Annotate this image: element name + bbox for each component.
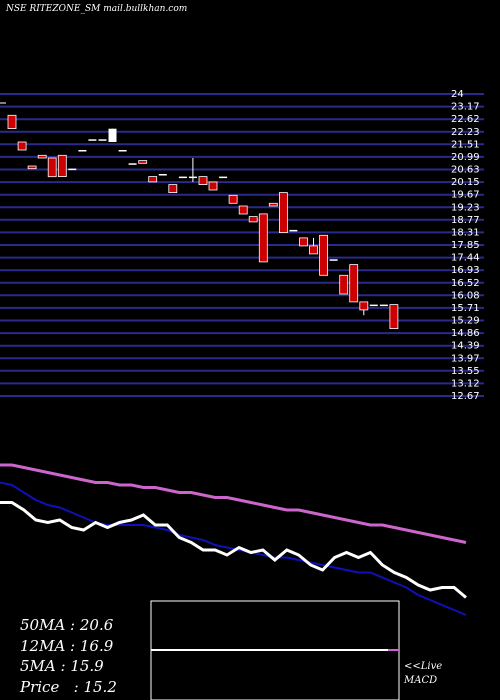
macd-live-label: <<Live [404, 661, 443, 672]
candle-body [238, 205, 248, 215]
price-tick-label: 17.85 [451, 240, 480, 251]
price-tick-label: 17.44 [451, 253, 480, 264]
candle-body [228, 194, 238, 204]
price-tick-label: 19.67 [451, 190, 480, 201]
candle-body [37, 154, 47, 159]
candle-body [68, 168, 77, 171]
candle-body [248, 216, 258, 223]
price-tick-label: 22.23 [451, 127, 480, 138]
candle-body [198, 176, 208, 186]
candle-body [47, 157, 57, 178]
candle-body [128, 163, 137, 165]
ma12-line [0, 481, 467, 616]
candle-body [299, 237, 308, 247]
ma50-value: 50MA : 20.6 [20, 616, 114, 634]
price-value: Price : 15.2 [20, 678, 117, 696]
candle-body [188, 176, 197, 179]
candle-body [27, 165, 37, 170]
price-tick-label: 15.29 [451, 316, 480, 327]
moving-averages [0, 463, 467, 616]
price-tick-label: 18.77 [451, 215, 480, 226]
price-tick-label: 23.17 [451, 102, 480, 113]
candle-body [148, 176, 158, 183]
candle-body [108, 128, 117, 142]
candle-body [208, 181, 218, 191]
candle-body [349, 264, 359, 303]
candle-body [379, 304, 388, 307]
candle-body [78, 150, 87, 152]
candle-body [278, 192, 288, 234]
macd-label: MACD [404, 675, 438, 686]
ma5-value: 5MA : 15.9 [20, 657, 104, 675]
candle-body [7, 114, 17, 130]
candle-body [178, 176, 187, 179]
candle-body [369, 304, 378, 307]
candle-body [319, 234, 329, 276]
price-tick-label: 16.08 [451, 290, 480, 301]
candle-body [118, 150, 127, 152]
price-tick-label: 13.12 [451, 378, 480, 389]
candle-body [57, 154, 67, 178]
price-tick-label: 13.97 [451, 353, 480, 364]
candle-body [168, 184, 178, 194]
price-tick-label: 21.51 [451, 139, 480, 150]
candle-body [339, 274, 349, 295]
price-tick-label: 20.63 [451, 165, 480, 176]
candle-body [219, 176, 228, 179]
price-grid [0, 93, 484, 397]
candle-body [88, 139, 97, 141]
candle-body [138, 160, 148, 164]
chart-title: NSE RITEZONE_SM mail.bullkhan.com [6, 4, 188, 14]
price-tick-label: 15.71 [451, 303, 480, 314]
price-tick-label: 20.15 [451, 177, 480, 188]
ma50-line [0, 463, 467, 544]
price-tick-label: 12.67 [451, 391, 480, 402]
price-tick-label: 24 [451, 89, 464, 100]
candle-body [98, 139, 107, 141]
price-tick-label: 16.93 [451, 265, 480, 276]
price-tick-label: 14.39 [451, 341, 480, 352]
price-tick-label: 13.55 [451, 366, 480, 377]
candle-body [329, 259, 338, 261]
candle-body [258, 213, 268, 263]
price-tick-label: 14.86 [451, 328, 480, 339]
candle-body [389, 304, 399, 330]
price-tick-label: 16.52 [451, 278, 480, 289]
candle-body [289, 229, 298, 232]
candles [7, 114, 399, 330]
price-tick-label: 22.62 [451, 114, 480, 125]
price-tick-label: 18.31 [451, 227, 480, 238]
candle-body [158, 174, 167, 176]
price-tick-label: 20.99 [451, 152, 480, 163]
ma12-value: 12MA : 16.9 [20, 637, 114, 655]
candle-body [268, 202, 278, 207]
candle-body [17, 141, 27, 151]
ma5-line [0, 501, 467, 599]
candle-body [309, 245, 318, 255]
price-tick-label: 19.23 [451, 202, 480, 213]
candle-body [359, 301, 369, 311]
